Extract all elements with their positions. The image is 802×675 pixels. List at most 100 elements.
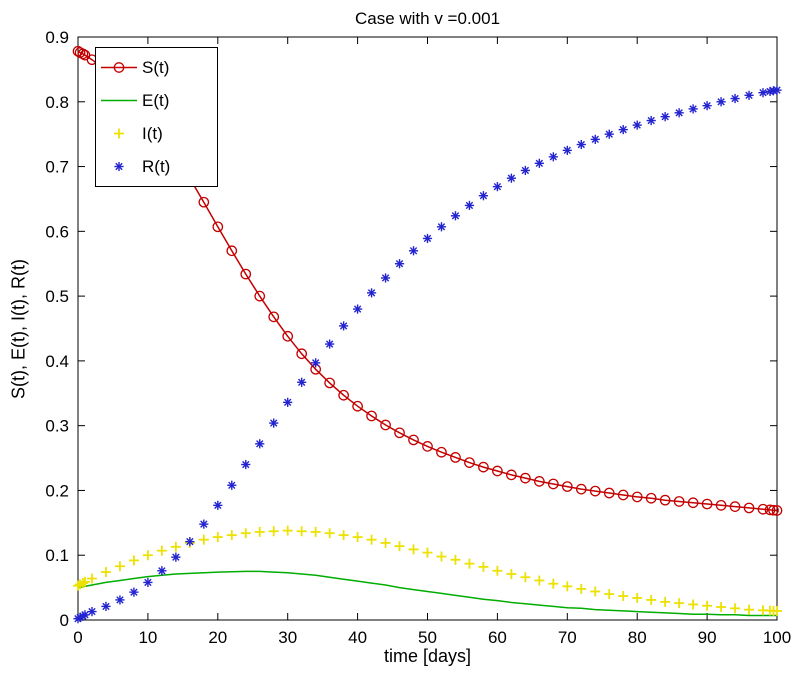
circle-marker — [673, 496, 685, 507]
x-tick-label: 100 — [763, 628, 791, 647]
y-tick-label: 0.3 — [45, 417, 69, 436]
circle-marker — [687, 497, 699, 509]
circle-marker — [768, 504, 779, 516]
x-tick-label: 40 — [348, 628, 367, 647]
legend[interactable]: S(t) E(t) I(t) R(t) — [95, 47, 218, 187]
asterisk-marker — [325, 340, 334, 348]
asterisk-marker — [451, 212, 460, 220]
asterisk-marker — [172, 553, 180, 561]
circle-marker — [631, 491, 643, 503]
asterisk-marker — [745, 91, 753, 99]
asterisk-marker — [619, 125, 627, 134]
asterisk-marker — [647, 116, 655, 125]
asterisk-marker — [186, 537, 194, 546]
circle-marker — [226, 245, 238, 257]
circle-marker — [659, 494, 671, 506]
legend-label-e: E(t) — [142, 90, 170, 110]
asterisk-marker — [256, 440, 264, 448]
x-tick-label: 80 — [628, 628, 647, 647]
asterisk-marker — [577, 140, 585, 149]
circle-marker — [561, 481, 573, 492]
legend-label-i: I(t) — [142, 123, 163, 143]
y-tick-label: 0 — [60, 611, 69, 630]
asterisk-marker — [214, 501, 222, 510]
legend-marker-i — [114, 128, 124, 139]
circle-marker — [408, 434, 419, 446]
y-tick-label: 0.1 — [45, 546, 69, 565]
x-axis-label: time [days] — [383, 646, 472, 666]
circle-marker — [380, 419, 391, 431]
asterisk-marker — [81, 611, 89, 619]
circle-marker — [589, 485, 601, 497]
asterisk-marker — [661, 112, 669, 121]
legend-item-r: R(t) — [96, 150, 217, 183]
asterisk-marker — [479, 192, 488, 200]
asterisk-marker — [200, 520, 208, 528]
legend-marker-e — [101, 99, 137, 102]
y-tick-label: 0.4 — [45, 352, 69, 371]
circle-marker — [352, 400, 363, 412]
asterisk-marker — [689, 105, 697, 113]
circle-marker — [436, 446, 447, 458]
circle-marker — [422, 441, 433, 452]
asterisk-marker — [507, 174, 516, 182]
series-e — [77, 570, 777, 617]
asterisk-marker — [493, 182, 502, 191]
y-tick-label: 0.5 — [45, 287, 69, 306]
circle-marker — [394, 427, 405, 439]
asterisk-marker — [242, 460, 250, 469]
asterisk-marker — [311, 359, 320, 367]
circle-marker — [77, 48, 89, 60]
circle-marker — [240, 268, 252, 280]
asterisk-marker — [367, 289, 376, 297]
asterisk-marker — [465, 201, 474, 210]
asterisk-marker — [228, 481, 236, 489]
legend-marker-r — [114, 161, 124, 172]
chart-title: Case with v =0.001 — [354, 9, 501, 28]
circle-marker — [324, 377, 335, 389]
asterisk-marker — [270, 419, 278, 427]
asterisk-marker — [591, 135, 599, 144]
asterisk-marker — [158, 567, 166, 575]
circle-marker — [764, 504, 776, 516]
circle-marker — [113, 62, 125, 73]
y-tick-label: 0.8 — [45, 93, 69, 112]
circle-marker — [506, 469, 517, 481]
legend-item-e: E(t) — [96, 84, 217, 117]
asterisk-marker — [759, 89, 767, 97]
circle-marker — [282, 330, 294, 342]
circle-marker — [603, 487, 615, 499]
asterisk-marker — [409, 247, 418, 255]
series-r — [73, 85, 782, 624]
asterisk-marker — [549, 153, 558, 161]
circle-marker — [701, 498, 713, 510]
asterisk-marker — [423, 234, 432, 243]
asterisk-marker — [284, 398, 292, 407]
circle-marker — [645, 492, 657, 504]
circle-marker — [464, 457, 475, 468]
x-tick-label: 60 — [488, 628, 507, 647]
asterisk-marker — [563, 146, 571, 155]
x-tick-label: 70 — [558, 628, 577, 647]
circle-marker — [771, 505, 783, 516]
asterisk-marker — [88, 607, 96, 616]
asterisk-marker — [717, 98, 725, 106]
series-i — [73, 525, 782, 616]
asterisk-marker — [605, 130, 613, 138]
circle-marker — [575, 483, 587, 495]
y-tick-label: 0.6 — [45, 222, 69, 241]
y-tick-label: 0.9 — [45, 28, 69, 47]
series-line-e — [77, 570, 777, 617]
circle-marker — [254, 290, 266, 302]
circle-marker — [296, 348, 308, 360]
x-tick-label: 0 — [73, 628, 82, 647]
circle-marker — [715, 499, 727, 511]
asterisk-marker — [395, 260, 404, 268]
circle-marker — [492, 465, 503, 477]
legend-label-r: R(t) — [142, 156, 171, 176]
asterisk-marker — [116, 596, 124, 604]
asterisk-marker — [144, 578, 152, 587]
y-tick-label: 0.2 — [45, 481, 69, 500]
circle-marker — [212, 221, 224, 233]
